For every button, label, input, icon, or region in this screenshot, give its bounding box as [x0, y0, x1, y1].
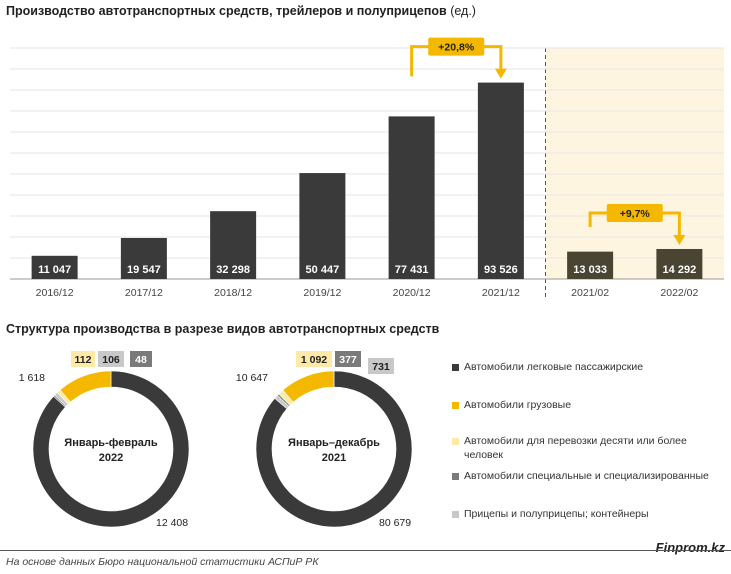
bar-value-label: 13 033 — [573, 264, 607, 276]
x-tick-label: 2017/12 — [125, 287, 163, 299]
legend-item: Автомобили для перевозки десяти или боле… — [452, 434, 726, 462]
bar-value-label: 19 547 — [127, 264, 161, 276]
donut-center-label: 2022 — [99, 452, 123, 464]
x-tick-label: 2020/12 — [393, 287, 431, 299]
source-note: На основе данных Бюро национальной стати… — [6, 556, 319, 568]
donut-slice — [32, 370, 190, 528]
donut-section-title: Структура производства в разрезе видов а… — [6, 322, 440, 336]
donut-slice — [282, 370, 335, 403]
brand-logo: Finprom.kz — [655, 540, 725, 555]
bar — [477, 82, 524, 279]
annotation-arrowhead — [673, 234, 686, 245]
donut-value-label: 48 — [135, 354, 147, 366]
bar — [31, 255, 78, 279]
bar-chart-title-text: Производство автотранспортных средств, т… — [6, 4, 447, 18]
legend-item: Автомобили специальные и специализирован… — [452, 469, 726, 483]
donut-value-label: 10 647 — [236, 372, 268, 384]
donut-value-badge — [71, 351, 95, 367]
legend-item: Прицепы и полуприцепы; контейнеры — [452, 507, 726, 521]
donut-value-badge — [368, 358, 394, 374]
annotation-label: +9,7% — [620, 208, 651, 220]
donut-value-label: 80 679 — [379, 517, 411, 529]
donut-value-label: 1 092 — [301, 354, 327, 366]
x-tick-label: 2021/12 — [482, 287, 520, 299]
legend-label: Автомобили легковые пассажирские — [464, 361, 644, 373]
x-tick-label: 2019/12 — [303, 287, 341, 299]
legend-swatch — [452, 511, 459, 518]
bar-value-label: 77 431 — [395, 264, 429, 276]
x-tick-label: 2018/12 — [214, 287, 252, 299]
legend-swatch — [452, 364, 459, 371]
growth-annotation: +9,7% — [588, 203, 686, 245]
annotation-badge — [428, 37, 485, 56]
bar-value-label: 11 047 — [38, 264, 71, 276]
donut-legend: Автомобили легковые пассажирские Автомоби… — [452, 0, 731, 574]
donut-chart: Январь-февраль 2022 12 408 1 618 112 106 48 — [19, 351, 190, 529]
x-tick-label: 2022/02 — [660, 287, 698, 299]
donut-slice — [255, 370, 413, 528]
donut-value-badge — [130, 351, 152, 367]
donut-value-badge — [98, 351, 124, 367]
legend-swatch — [452, 473, 459, 480]
donut-value-label: 377 — [339, 354, 357, 366]
bar-value-label: 93 526 — [484, 264, 518, 276]
bar — [388, 116, 435, 279]
legend-label: Автомобили для перевозки десяти или боле… — [464, 435, 687, 461]
donut-value-label: 106 — [102, 354, 120, 366]
donut-value-label: 1 618 — [19, 372, 45, 384]
donut-value-badge — [296, 351, 332, 367]
bar-value-label: 50 447 — [306, 264, 340, 276]
donut-chart: Январь–декабрь 2021 80 679 10 647 1 092 377 73… — [236, 351, 413, 529]
donut-slice — [59, 370, 112, 403]
annotation-label: +20,8% — [438, 42, 475, 54]
annotation-badge — [606, 203, 663, 222]
legend-swatch — [452, 402, 459, 409]
donut-value-label: 731 — [372, 361, 390, 373]
donut-value-badge — [335, 351, 361, 367]
bar — [567, 251, 614, 279]
donut-value-label: 112 — [75, 354, 92, 366]
donut-center-label: 2021 — [322, 452, 346, 464]
highlight-background — [545, 48, 724, 279]
bar — [120, 237, 167, 279]
bar-chart-title: Производство автотранспортных средств, т… — [6, 4, 476, 18]
bar-value-label: 32 298 — [216, 264, 250, 276]
legend-label: Автомобили грузовые — [464, 399, 572, 411]
legend-item: Автомобили грузовые — [452, 398, 726, 412]
bar — [656, 248, 703, 279]
legend-label: Прицепы и полуприцепы; контейнеры — [464, 508, 649, 520]
x-tick-label: 2016/12 — [36, 287, 74, 299]
donut-center-label: Январь–декабрь — [288, 437, 380, 449]
bar — [210, 211, 257, 279]
donut-center-label: Январь-февраль — [64, 437, 158, 449]
annotation-arrowhead — [494, 68, 507, 79]
legend-swatch — [452, 438, 459, 445]
growth-annotation: +20,8% — [410, 37, 507, 79]
legend-item: Автомобили легковые пассажирские — [452, 360, 726, 374]
bar-chart: 11 047 2016/12 19 547 2017/12 32 298 2018/12 5… — [10, 37, 724, 299]
bar-value-label: 14 292 — [663, 264, 697, 276]
bar-chart-unit: (ед.) — [450, 4, 476, 18]
legend-label: Автомобили специальные и специализирован… — [464, 470, 709, 482]
donut-value-label: 12 408 — [156, 517, 188, 529]
x-tick-label: 2021/02 — [571, 287, 609, 299]
footer-divider — [0, 550, 731, 551]
bar — [299, 173, 346, 279]
